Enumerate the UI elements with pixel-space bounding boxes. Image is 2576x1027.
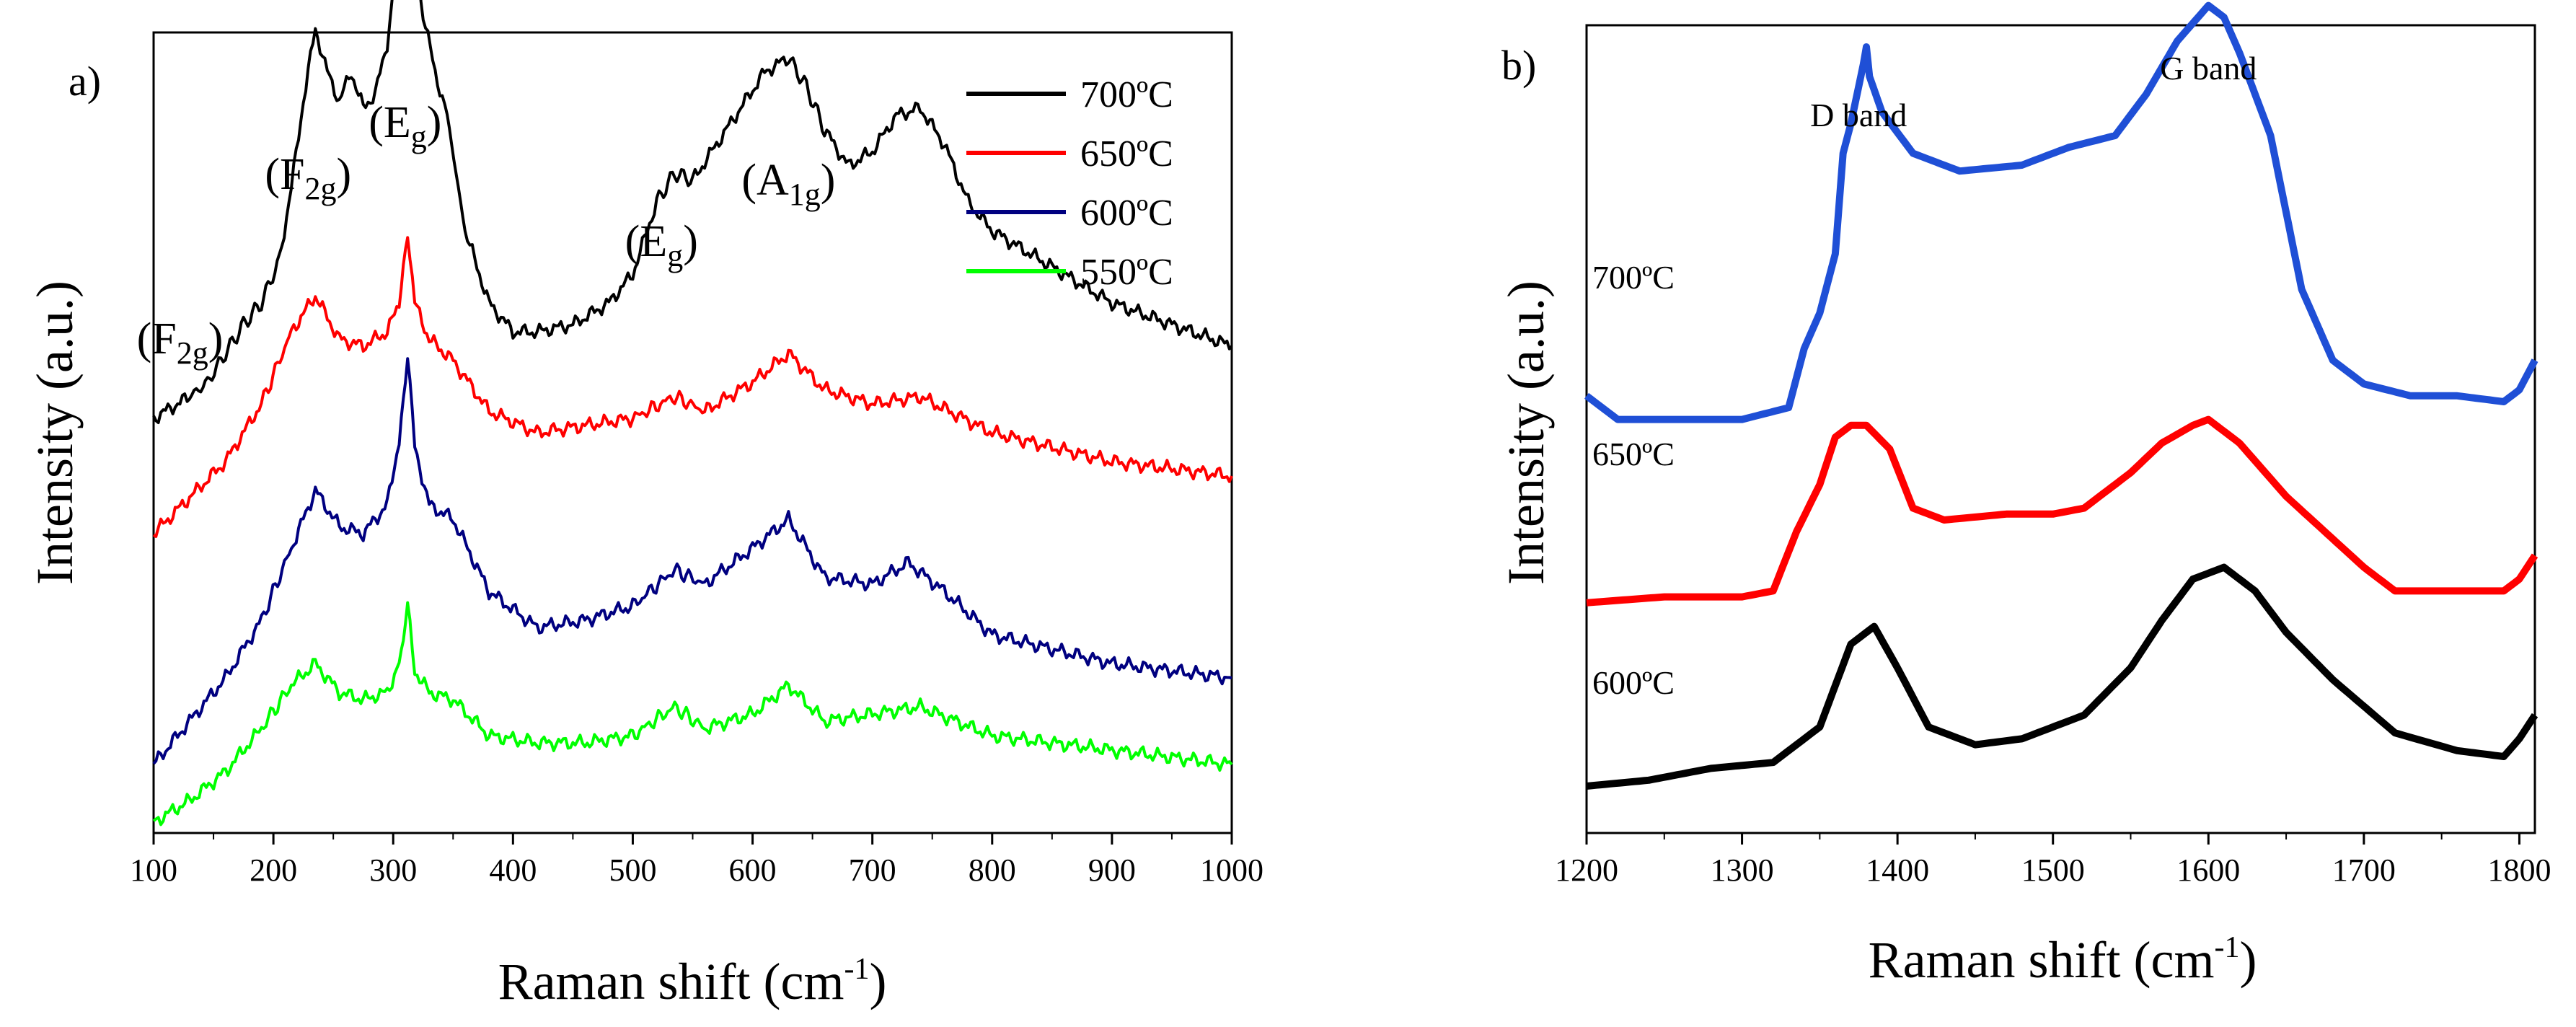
- peak-label: (Eg): [625, 217, 698, 273]
- panel-b-plot-frame: [1585, 24, 2536, 834]
- peak-label-sub: g: [667, 238, 683, 273]
- peak-label: (F2g): [265, 150, 351, 206]
- band-label: D band: [1810, 97, 1907, 133]
- peak-label: (F2g): [137, 314, 224, 371]
- a0-x-tick-label: 1000: [1200, 852, 1263, 888]
- a0-x-tick-label: 300: [369, 852, 417, 888]
- panel-a-y-axis-label: Intensity (a.u.): [26, 281, 84, 585]
- panel-a-legend: 700ºC 650ºC 600ºC 550ºC: [966, 74, 1173, 293]
- b1-x-tick-label: 1500: [2021, 852, 2085, 888]
- a0-x-tick-label: 100: [130, 852, 177, 888]
- panel-a-series-group: [152, 0, 1233, 827]
- panel-a-series-600C: [152, 357, 1232, 765]
- b1-x-tick-label: 1200: [1555, 852, 1618, 888]
- panel-a-x-axis-label-close: ): [869, 953, 886, 1010]
- peak-label-close: ): [683, 217, 698, 266]
- b1-x-tick-label: 1800: [2487, 852, 2551, 888]
- series-label: 600ºC: [1592, 664, 1675, 701]
- peak-label-sub: g: [411, 119, 427, 154]
- panel-b-series-labels: 700ºC 650ºC 600ºC: [1592, 259, 1675, 701]
- peak-label-close: ): [821, 156, 836, 205]
- panel-a-peak-labels: (F2g)(F2g)(Eg)(Eg)(A1g): [137, 98, 836, 371]
- panel-a-plot-frame: [152, 31, 1233, 834]
- peak-label-base: (F: [265, 150, 304, 199]
- a0-x-tick-label: 600: [729, 852, 777, 888]
- peak-label-sub: 2g: [304, 171, 336, 206]
- panel-a-x-axis-label-main: Raman shift (cm: [498, 953, 844, 1010]
- panel-a-series-700C: [152, 0, 1233, 424]
- series-label: 650ºC: [1592, 436, 1675, 472]
- panel-a-x-axis-label: Raman shift (cm-1): [498, 953, 887, 1010]
- peak-label: (Eg): [369, 98, 441, 154]
- legend-label: 700ºC: [1080, 74, 1173, 115]
- a0-x-tick-label: 400: [489, 852, 537, 888]
- a0-x-tick-label: 500: [609, 852, 656, 888]
- peak-label: (A1g): [741, 156, 835, 212]
- peak-label-close: ): [208, 314, 224, 363]
- series-label: 700ºC: [1592, 259, 1675, 296]
- peak-label-close: ): [336, 150, 351, 199]
- band-label: G band: [2160, 50, 2257, 87]
- b1-x-tick-label: 1300: [1711, 852, 1774, 888]
- panel-b-x-axis-label-sup: -1: [2214, 931, 2239, 964]
- a0-x-tick-label: 900: [1088, 852, 1136, 888]
- a0-x-tick-label: 200: [250, 852, 297, 888]
- peak-label-sub: 2g: [177, 335, 208, 371]
- panel-b-x-axis-label-main: Raman shift (cm: [1869, 931, 2215, 989]
- a0-x-tick-label: 800: [969, 852, 1016, 888]
- panel-b-series-650C: [1586, 415, 2538, 607]
- chart-panel-b: b) 1200 1300 1400 1500 1600 1700 1800 700ºC 650…: [1497, 1, 2551, 989]
- panel-b-series-600C: [1586, 563, 2538, 790]
- panel-a-x-ticks: 100 200 300 400 500 600 700 800 900 1000: [130, 833, 1263, 888]
- panel-b-y-axis-label: Intensity (a.u.): [1497, 281, 1555, 585]
- peak-label-base: (E: [625, 217, 668, 266]
- peak-label-sub: 1g: [789, 177, 821, 212]
- b1-x-tick-label: 1600: [2176, 852, 2240, 888]
- panel-b-x-axis-label-close: ): [2239, 931, 2257, 989]
- a0-x-tick-label: 700: [849, 852, 896, 888]
- panel-a-x-axis-label-sup: -1: [844, 953, 869, 986]
- chart-panel-a: a) 100 200 300 400 500 600 700 800 900 1000 (F2g)…: [26, 0, 1263, 1010]
- panel-a-label: a): [69, 58, 101, 105]
- b1-x-tick-label: 1700: [2332, 852, 2396, 888]
- panel-b-series-group: [1584, 1, 2538, 790]
- peak-label-base: (F: [137, 314, 177, 363]
- panel-a-series-650C: [152, 236, 1233, 538]
- legend-label: 650ºC: [1080, 133, 1173, 175]
- peak-label-close: ): [427, 98, 442, 147]
- panel-b-series-700C: [1584, 1, 2538, 423]
- panel-b-x-ticks: 1200 1300 1400 1500 1600 1700 1800: [1555, 833, 2551, 888]
- peak-label-base: (A: [741, 156, 789, 205]
- legend-label: 600ºC: [1080, 193, 1173, 234]
- panel-b-band-labels: D band G band: [1810, 50, 2257, 133]
- b1-x-tick-label: 1400: [1866, 852, 1929, 888]
- panel-a-series-550C: [152, 601, 1233, 827]
- panel-b-label: b): [1501, 42, 1536, 89]
- panel-b-x-axis-label: Raman shift (cm-1): [1869, 931, 2257, 989]
- legend-label: 550ºC: [1080, 252, 1173, 293]
- peak-label-base: (E: [369, 98, 411, 147]
